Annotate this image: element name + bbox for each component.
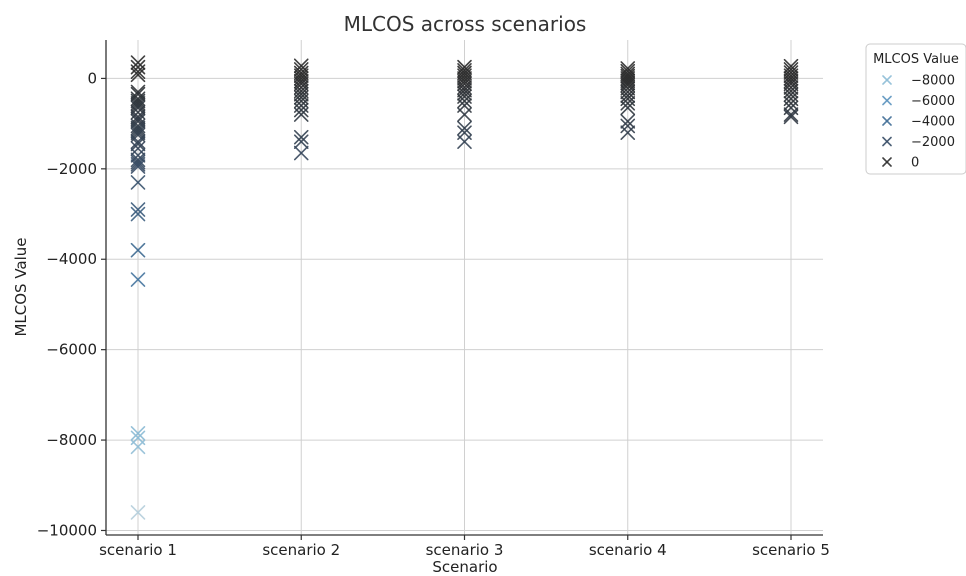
legend-title: MLCOS Value	[873, 52, 959, 67]
legend-marker	[882, 136, 892, 147]
data-point	[293, 102, 309, 118]
data-point	[130, 67, 146, 83]
data-point	[783, 107, 799, 122]
data-point	[130, 242, 146, 258]
legend-marker	[882, 95, 892, 106]
data-point	[130, 152, 146, 168]
x-tick-label: scenario 1	[99, 541, 177, 559]
legend-marker	[882, 75, 892, 85]
grid	[106, 40, 823, 535]
data-point	[783, 80, 799, 95]
data-point	[783, 95, 799, 111]
y-tick-label: −10000	[37, 521, 97, 539]
data-point	[293, 80, 309, 95]
data-point	[130, 505, 146, 520]
legend: MLCOS Value −8000 −6000 −4000 −2000 0	[865, 43, 966, 175]
data-point	[293, 145, 309, 161]
data-point	[130, 425, 146, 441]
x-tick-label: scenario 3	[426, 541, 504, 559]
data-point	[293, 134, 309, 150]
legend-label: −2000	[911, 135, 955, 150]
data-point	[457, 120, 472, 136]
data-point	[130, 141, 146, 156]
legend-label: 0	[911, 156, 919, 171]
data-point	[130, 120, 146, 136]
data-point	[620, 84, 636, 100]
data-point	[293, 107, 309, 122]
data-point	[130, 64, 146, 79]
x-tick-label: scenario 4	[589, 541, 667, 559]
data-point	[620, 77, 636, 93]
data-point	[130, 439, 146, 455]
data-point	[293, 83, 309, 99]
y-tick-label: −2000	[46, 160, 97, 178]
y-tick-label: −4000	[46, 250, 97, 268]
data-point	[620, 81, 636, 96]
y-axis-label: MLCOS Value	[12, 237, 30, 336]
legend-marker	[882, 157, 892, 167]
data-point	[130, 272, 146, 287]
data-point	[130, 134, 146, 150]
data-point	[620, 100, 636, 116]
data-point	[130, 136, 146, 152]
data-point	[130, 123, 146, 138]
x-tick-label: scenario 5	[752, 541, 830, 559]
data-point	[130, 98, 146, 113]
data-point	[457, 82, 472, 98]
data-point	[783, 73, 799, 89]
data-point	[783, 109, 799, 125]
x-axis-label: Scenario	[432, 558, 497, 576]
data-point	[130, 206, 146, 222]
y-tick-label: −8000	[46, 431, 97, 449]
data-point	[293, 129, 309, 145]
data-point	[130, 157, 146, 172]
data-point	[620, 118, 636, 134]
data-point	[293, 73, 309, 89]
data-point	[620, 125, 636, 140]
data-point	[130, 175, 146, 190]
data-point	[130, 154, 146, 170]
data-point	[457, 107, 472, 122]
data-point	[620, 114, 636, 129]
data-point	[130, 93, 146, 109]
data-point	[457, 134, 472, 150]
data-points	[130, 55, 799, 520]
legend-label: −4000	[911, 115, 955, 130]
y-tick-label: 0	[87, 69, 97, 87]
chart-title: MLCOS across scenarios	[344, 12, 587, 36]
data-point	[457, 93, 472, 109]
data-point	[293, 86, 309, 102]
data-point	[783, 76, 799, 92]
data-point	[130, 202, 146, 217]
legend-label: −8000	[911, 74, 955, 89]
data-point	[130, 159, 146, 174]
data-point	[620, 95, 636, 111]
x-tick-label: scenario 2	[262, 541, 340, 559]
legend-marker	[882, 116, 892, 126]
data-point	[293, 76, 309, 92]
legend-label: −6000	[911, 94, 955, 109]
y-tick-label: −6000	[46, 341, 97, 359]
data-point	[620, 71, 636, 86]
data-point	[293, 58, 309, 74]
